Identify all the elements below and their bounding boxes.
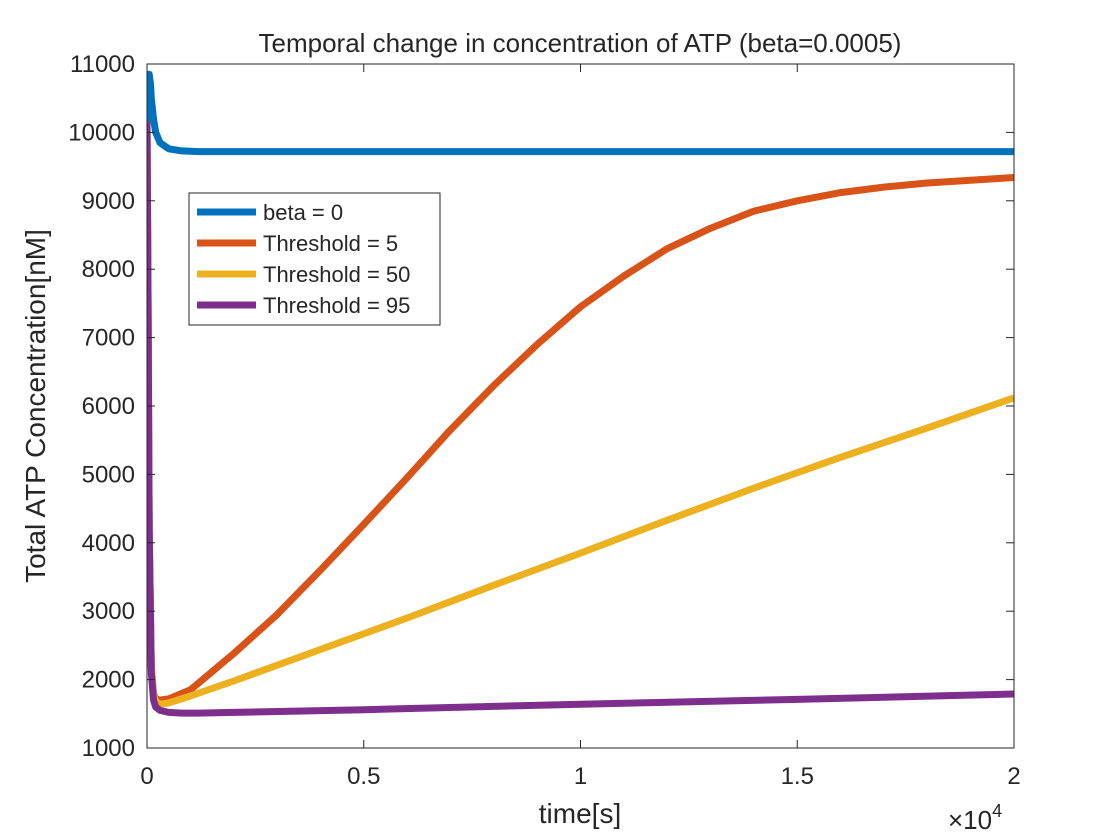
x-tick-label: 0 [140, 763, 153, 790]
x-tick-label: 2 [1007, 763, 1020, 790]
legend-label: Threshold = 50 [263, 262, 410, 287]
legend: beta = 0 Threshold = 5 Threshold = 50 Thres… [188, 192, 441, 326]
plot-area: 0 0.5 1 1.5 2 1000 2000 3000 4000 5000 6000 7000 800… [68, 51, 1020, 790]
y-tick-label: 3000 [82, 598, 135, 625]
series-line-4 [147, 122, 1014, 717]
y-tick-label: 7000 [82, 325, 135, 352]
legend-label: Threshold = 5 [263, 231, 398, 256]
y-tick-label: 11000 [70, 51, 135, 78]
y-tick-label: 10000 [68, 119, 135, 146]
x-axis-exponent: ×104 [948, 801, 1002, 835]
x-tick-label: 1.5 [781, 763, 814, 790]
series-line-1 [147, 70, 1014, 156]
y-tick-label: 4000 [82, 530, 135, 557]
x-axis-exponent-power: 4 [992, 801, 1002, 821]
y-tick-label: 9000 [82, 188, 135, 215]
y-tick-label: 8000 [82, 256, 135, 283]
axes-box [146, 63, 1015, 749]
x-tick-label: 1 [574, 763, 587, 790]
chart-title: Temporal change in concentration of ATP … [259, 28, 902, 58]
y-axis-label: Total ATP Concentration[nM] [20, 229, 51, 583]
legend-label: beta = 0 [263, 200, 343, 225]
legend-label: Threshold = 95 [263, 293, 410, 318]
y-tick-label: 5000 [82, 461, 135, 488]
y-tick-label: 6000 [82, 393, 135, 420]
y-tick-label: 2000 [82, 667, 135, 694]
x-tick-label: 0.5 [347, 763, 380, 790]
series-lines [147, 70, 1014, 717]
y-tick-label: 1000 [82, 735, 135, 762]
x-axis-label: time[s] [539, 798, 621, 829]
x-axis-exponent-base: ×10 [948, 805, 992, 835]
